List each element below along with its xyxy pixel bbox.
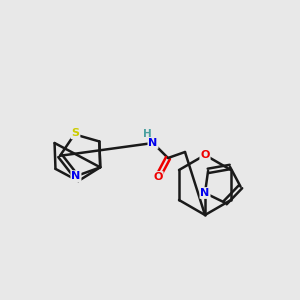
Text: O: O bbox=[200, 150, 210, 160]
Text: O: O bbox=[153, 172, 163, 182]
Text: S: S bbox=[71, 128, 80, 138]
Text: N: N bbox=[71, 171, 81, 181]
Text: H: H bbox=[142, 129, 152, 139]
Text: N: N bbox=[148, 138, 158, 148]
Text: N: N bbox=[200, 188, 210, 198]
